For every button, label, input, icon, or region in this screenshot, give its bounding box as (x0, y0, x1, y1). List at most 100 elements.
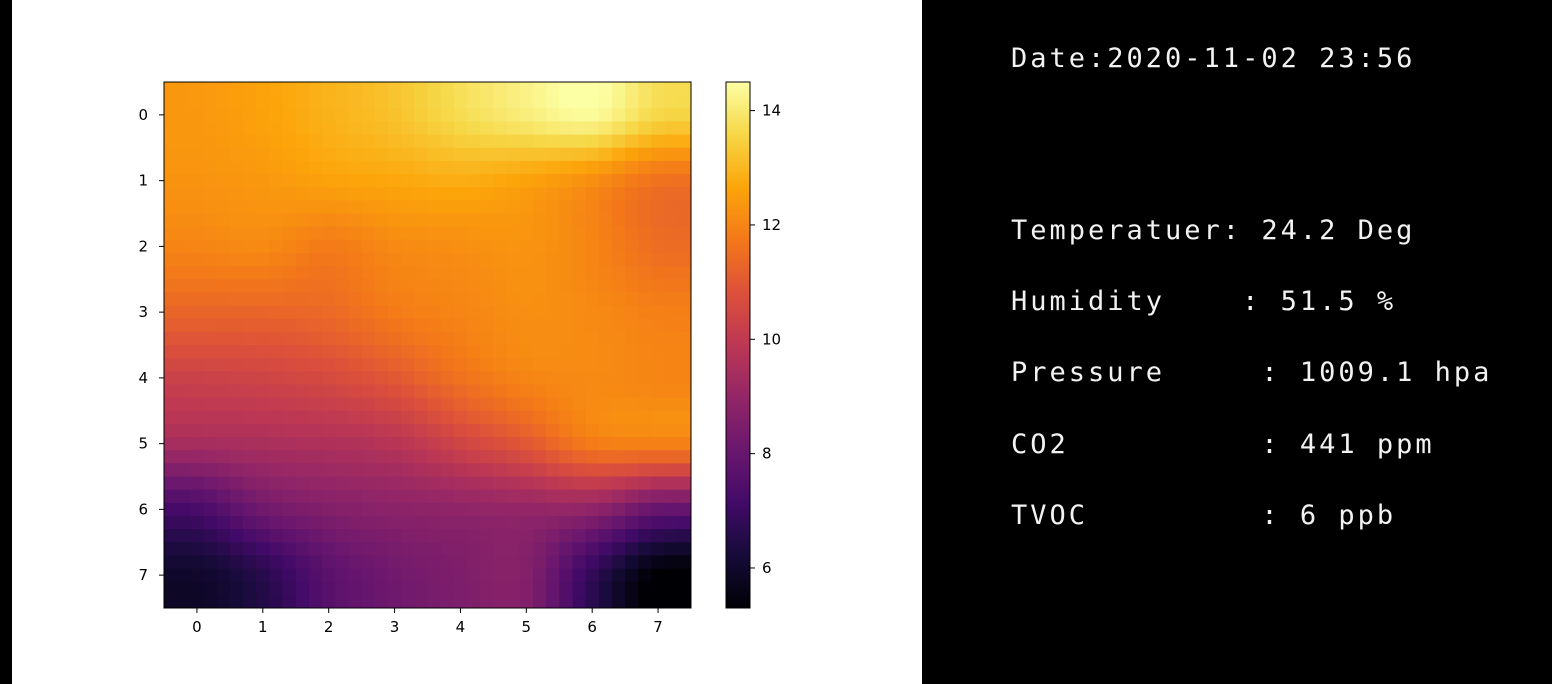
heatmap-cell (269, 345, 284, 359)
heatmap-cell (335, 529, 350, 543)
y-tick-label: 6 (138, 500, 148, 518)
heatmap-cell (519, 252, 534, 267)
heatmap-cell (585, 423, 600, 438)
heatmap-cell (216, 358, 231, 372)
heatmap-cell (493, 410, 508, 425)
heatmap-cell (532, 134, 547, 149)
heatmap-cell (164, 450, 178, 464)
heatmap-cell (546, 82, 560, 96)
heatmap-cell (322, 555, 336, 570)
heatmap-cell (546, 95, 560, 109)
heatmap-cell (664, 568, 679, 583)
heatmap-cell (532, 239, 547, 254)
heatmap-cell (190, 384, 205, 399)
heatmap-cell (625, 515, 639, 530)
heatmap-cell (559, 555, 574, 570)
heatmap-cell (190, 555, 205, 570)
heatmap-cell (467, 174, 481, 188)
heatmap-cell (414, 515, 429, 530)
heatmap-cell (467, 213, 481, 228)
heatmap-cell (401, 476, 415, 491)
heatmap-cell (203, 95, 218, 109)
heatmap-cell (243, 397, 257, 412)
heatmap-cell (625, 345, 639, 359)
heatmap-cell (546, 542, 560, 556)
heatmap-cell (572, 410, 587, 425)
heatmap-cell (308, 226, 323, 241)
heatmap-cell (598, 529, 613, 543)
heatmap-cell (282, 515, 297, 530)
heatmap-cell (348, 397, 363, 412)
heatmap-cell (177, 345, 191, 359)
heatmap-cell (519, 82, 534, 96)
heatmap-cell (651, 134, 666, 149)
heatmap-cell (282, 358, 297, 372)
heatmap-cell (677, 174, 691, 188)
heatmap-cell (164, 489, 178, 504)
heatmap-cell (308, 450, 323, 464)
heatmap-cell (387, 463, 402, 478)
heatmap-cell (480, 489, 494, 504)
heatmap-cell (677, 542, 691, 556)
heatmap-cell (546, 384, 560, 399)
heatmap-cell (335, 121, 350, 136)
heatmap-cell (651, 568, 666, 583)
heatmap-cell (335, 502, 350, 517)
heatmap-cell (519, 345, 534, 359)
heatmap-cell (585, 555, 600, 570)
heatmap-cell (651, 305, 666, 320)
heatmap-cell (216, 108, 231, 123)
heatmap-cell (427, 279, 442, 293)
heatmap-cell (532, 279, 547, 293)
heatmap-cell (519, 489, 534, 504)
heatmap-cell (414, 450, 429, 464)
heatmap-cell (374, 371, 389, 386)
heatmap-cell (664, 318, 679, 333)
heatmap-cell (493, 95, 508, 109)
heatmap-cell (572, 200, 587, 215)
heatmap-cell (440, 489, 455, 504)
heatmap-cell (177, 529, 191, 543)
heatmap-cell (203, 318, 218, 333)
heatmap-cell (546, 331, 560, 346)
heatmap-cell (335, 437, 350, 451)
heatmap-cell (546, 121, 560, 136)
heatmap-cell (229, 82, 244, 96)
heatmap-cell (611, 568, 626, 583)
heatmap-cell (611, 147, 626, 162)
heatmap-cell (638, 581, 653, 596)
heatmap-cell (348, 292, 363, 307)
heatmap-cell (243, 95, 257, 109)
heatmap-cell (282, 502, 297, 517)
heatmap-cell (374, 108, 389, 123)
heatmap-cell (401, 174, 415, 188)
heatmap-cell (322, 134, 336, 149)
heatmap-cell (506, 345, 521, 359)
heatmap-cell (256, 542, 271, 556)
heatmap-cell (164, 292, 178, 307)
heatmap-cell (651, 279, 666, 293)
heatmap-cell (164, 437, 178, 451)
heatmap-cell (440, 279, 455, 293)
heatmap-cell (361, 318, 376, 333)
heatmap-cell (638, 213, 653, 228)
heatmap-cell (414, 305, 429, 320)
heatmap-cell (177, 318, 191, 333)
heatmap-cell (467, 305, 481, 320)
heatmap-cell (322, 371, 336, 386)
heatmap-cell (519, 476, 534, 491)
heatmap-cell (625, 266, 639, 280)
heatmap-cell (585, 292, 600, 307)
heatmap-cell (243, 568, 257, 583)
heatmap-cell (506, 463, 521, 478)
heatmap-cell (256, 266, 271, 280)
heatmap-cell (282, 542, 297, 556)
heatmap-cell (243, 529, 257, 543)
heatmap-cell (335, 371, 350, 386)
heatmap-cell (638, 174, 653, 188)
heatmap-cell (229, 174, 244, 188)
heatmap-cell (664, 160, 679, 175)
heatmap-cell (651, 489, 666, 504)
heatmap-cell (598, 95, 613, 109)
heatmap-cell (387, 529, 402, 543)
